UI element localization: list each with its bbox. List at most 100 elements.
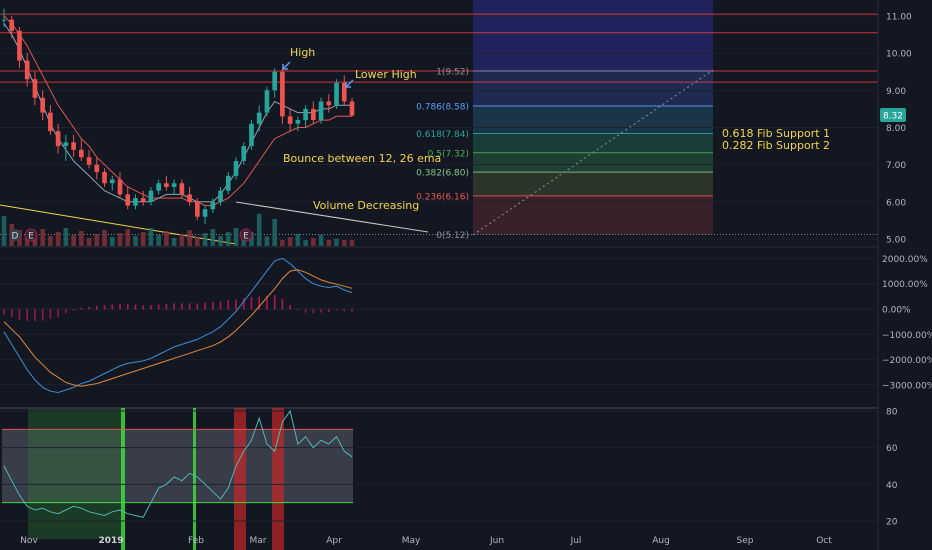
macd-histogram-bar [150, 305, 152, 310]
annotations[interactable]: High Lower High Bounce between 12, 26 em… [282, 46, 830, 212]
candle-body[interactable] [40, 97, 45, 113]
price-tick-label: 9.00 [886, 87, 906, 97]
volume-bar [125, 229, 131, 246]
volume-bar [1, 216, 7, 246]
time-tick-label: Feb [188, 536, 204, 546]
candle-body[interactable] [341, 82, 347, 102]
volume-trend-line-right [235, 201, 429, 233]
candle-body[interactable] [187, 194, 192, 202]
rsi-sell-signal [234, 408, 246, 550]
candle-body[interactable] [17, 30, 22, 61]
candle-body[interactable] [272, 71, 277, 91]
price-tick-label: 11.00 [886, 13, 912, 23]
fib-box[interactable] [473, 0, 713, 235]
candle-body[interactable] [32, 79, 38, 98]
candle-body[interactable] [24, 60, 30, 80]
candle-body[interactable] [102, 172, 107, 184]
volume-bar [264, 236, 270, 246]
candle-body[interactable] [179, 183, 185, 195]
candle-body[interactable] [148, 190, 154, 202]
macd-histogram-bar [281, 298, 284, 310]
candle-body[interactable] [202, 209, 208, 217]
high-arrow-icon [282, 61, 291, 70]
volume-bar [326, 240, 332, 246]
fib-zone-2 [473, 106, 713, 133]
earnings-marker-2[interactable] [239, 228, 253, 242]
macd-histogram-bar [65, 309, 67, 314]
last-price-tag [880, 108, 906, 122]
macd-histogram-bar [212, 302, 214, 310]
macd-histogram-bar [111, 304, 114, 310]
candle-body[interactable] [79, 149, 84, 158]
candle-body[interactable] [233, 160, 239, 176]
candle-body[interactable] [171, 183, 177, 187]
event-markers[interactable]: D E E [9, 228, 253, 242]
macd-histogram-bar [10, 309, 13, 318]
volume-bar [133, 236, 138, 246]
fib-level-label: 0.618(7.84) [416, 130, 469, 140]
macd-histogram-bar [273, 295, 276, 310]
macd-tick-label: 2000.00% [882, 255, 928, 265]
volume-bar [202, 233, 208, 246]
macd-histogram-bar [142, 305, 144, 310]
candle-body[interactable] [295, 120, 301, 124]
candle-body[interactable] [241, 146, 247, 161]
candle-body[interactable] [326, 101, 332, 106]
macd-tick-label: −3000.00% [882, 381, 932, 391]
candle-body[interactable] [133, 198, 138, 206]
candle-body[interactable] [334, 82, 339, 106]
volume-bar [256, 213, 262, 246]
macd-axis: 2000.00% 1000.00% 0.00% −1000.00% −2000.00% −… [882, 255, 932, 392]
candle-body[interactable] [195, 201, 200, 217]
candle-body[interactable] [225, 175, 231, 191]
fib-support-note-2[interactable]: 0.282 Fib Support 2 [722, 139, 830, 152]
time-tick-label: Jul [570, 536, 582, 546]
candle-body[interactable] [210, 201, 216, 210]
bounce-annotation[interactable]: Bounce between 12, 26 ema [283, 152, 441, 165]
candle-body[interactable] [63, 142, 69, 147]
macd-tick-label: −2000.00% [882, 356, 932, 366]
candle-body[interactable] [218, 190, 223, 202]
price-grid [0, 15, 878, 240]
earnings-marker-1[interactable] [24, 228, 38, 242]
candle-body[interactable] [349, 101, 355, 116]
candle-body[interactable] [94, 164, 100, 173]
candle-body[interactable] [287, 116, 293, 124]
candle-body[interactable] [86, 157, 92, 165]
candle-body[interactable] [249, 123, 254, 147]
candle-body[interactable] [140, 198, 146, 202]
volume-bar [117, 233, 123, 246]
candle-body[interactable] [256, 112, 262, 124]
candle-body[interactable] [55, 131, 61, 147]
dividend-marker[interactable] [9, 229, 21, 241]
candle-body[interactable] [280, 71, 285, 117]
candle-body[interactable] [1, 19, 7, 21]
candle-body[interactable] [48, 112, 53, 132]
candles[interactable] [1, 8, 355, 225]
candle-body[interactable] [125, 194, 131, 206]
candle-body[interactable] [311, 108, 316, 121]
macd-histogram [3, 295, 353, 321]
lower-high-annotation[interactable]: Lower High [355, 68, 417, 81]
candle-body[interactable] [164, 183, 169, 187]
fib-support-note-1[interactable]: 0.618 Fib Support 1 [722, 127, 830, 140]
candle-body[interactable] [117, 179, 123, 195]
candle-body[interactable] [156, 183, 161, 191]
volume-bar [179, 234, 185, 246]
macd-histogram-bar [204, 302, 206, 310]
macd-histogram-bar [266, 295, 268, 310]
candle-body[interactable] [9, 19, 15, 31]
candle-body[interactable] [303, 108, 308, 121]
candle-body[interactable] [71, 142, 76, 150]
earnings-marker-1-label: E [28, 232, 34, 242]
macd-histogram-bar [181, 303, 183, 310]
volume-annotation[interactable]: Volume Decreasing [313, 199, 419, 212]
macd-histogram-bar [72, 309, 75, 311]
candle-body[interactable] [318, 101, 324, 121]
candle-body[interactable] [109, 179, 115, 184]
high-annotation[interactable]: High [290, 46, 315, 59]
candle-body[interactable] [264, 90, 270, 113]
earnings-marker-2-label: E [243, 232, 249, 242]
